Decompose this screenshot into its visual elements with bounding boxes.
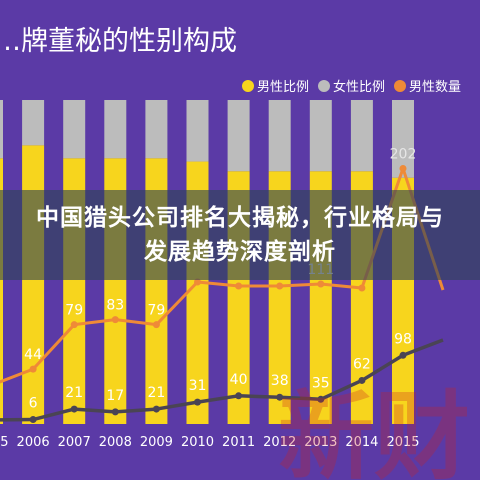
- x-tick-2009: 2009: [140, 435, 173, 450]
- point-dark-2014: [358, 376, 366, 384]
- legend-label-1: 女性比例: [333, 79, 385, 95]
- label-dark-2012: 38: [271, 373, 289, 389]
- x-tick-2007: 2007: [58, 435, 91, 450]
- x-tick-2005: 2005: [0, 435, 9, 450]
- point-dark-2010: [194, 398, 201, 406]
- point-male-count-2008: [111, 316, 119, 324]
- x-axis-tick-labels: 2005 2006 2007 2008 2009 2010 2011 2012 2013 2014…: [0, 435, 420, 450]
- article-title: 中国猎头公司排名大揭秘，行业格局与发展趋势深度剖析: [36, 205, 444, 265]
- bar-female-2015: [392, 100, 414, 178]
- label-dark-2014: 62: [353, 356, 371, 372]
- point-dark-2012: [276, 393, 284, 401]
- label-dark-2015: 98: [394, 331, 412, 347]
- legend-label-2: 男性数量: [409, 80, 461, 95]
- bar-female-2008: [104, 100, 127, 159]
- point-dark-2007: [70, 405, 78, 413]
- x-tick-2008: 2008: [99, 435, 132, 450]
- line-dark-series: [0, 338, 444, 422]
- label-male-count-2008: 83: [106, 298, 124, 314]
- label-dark-2008: 17: [106, 388, 124, 404]
- bar-female-2010: [186, 100, 209, 162]
- legend-marker-2: [394, 80, 406, 92]
- point-male-count-2015: [399, 164, 407, 172]
- bar-female-2005: [0, 100, 3, 159]
- point-dark-2009: [152, 405, 160, 413]
- point-male-count-2009: [152, 321, 160, 329]
- point-dark-2006: [29, 416, 37, 424]
- x-tick-2015: 2015: [386, 435, 419, 450]
- point-male-count-2010: [194, 278, 201, 286]
- point-male-count-2014: [358, 284, 366, 292]
- x-tick-2011: 2011: [222, 435, 255, 450]
- x-tick-2006: 2006: [17, 435, 50, 450]
- point-male-count-2012: [276, 282, 284, 290]
- label-dark-2007: 21: [65, 385, 83, 401]
- point-dark-2015: [399, 351, 407, 359]
- label-dark-2013: 35: [312, 375, 330, 391]
- label-dark-2011: 40: [230, 372, 248, 388]
- article-title-overlay: 中国猎头公司排名大揭秘，行业格局与发展趋势深度剖析: [0, 190, 480, 280]
- label-male-count-2006: 44: [24, 347, 42, 363]
- point-male-count-2011: [235, 282, 243, 290]
- legend-marker-0: [242, 80, 254, 92]
- chart-title: …牌董秘的性别构成: [0, 26, 237, 57]
- bar-female-2006: [22, 100, 45, 146]
- bar-female-2009: [145, 100, 168, 159]
- label-dark-2009: 21: [147, 385, 165, 401]
- x-tick-2013: 2013: [304, 435, 337, 450]
- point-dark-2011: [235, 392, 243, 400]
- point-dark-2008: [111, 408, 119, 416]
- bar-female-2012: [268, 100, 291, 172]
- point-dark-2013: [317, 395, 325, 403]
- label-male-count-2015: 202: [390, 146, 417, 162]
- data-label-layer: 447983791112026211721314038356298: [24, 146, 416, 411]
- point-male-count-2006: [29, 365, 37, 373]
- label-male-count-2007: 79: [65, 303, 83, 319]
- x-tick-2010: 2010: [181, 435, 214, 450]
- legend-marker-1: [318, 80, 330, 92]
- bar-female-2013: [309, 100, 332, 172]
- x-tick-2012: 2012: [263, 435, 296, 450]
- bar-male-2005: [0, 158, 3, 424]
- bar-female-2014: [350, 100, 373, 172]
- label-male-count-2009: 79: [147, 303, 165, 319]
- label-dark-2010: 31: [189, 378, 207, 394]
- legend-label-0: 男性比例: [257, 80, 309, 95]
- point-male-count-2007: [70, 321, 78, 329]
- x-tick-2014: 2014: [345, 435, 378, 450]
- watermark: 新财: [278, 380, 470, 480]
- bar-male-2006: [22, 145, 45, 425]
- bar-female-2007: [63, 100, 86, 159]
- point-male-count-2013: [317, 280, 325, 288]
- bar-female-2011: [227, 100, 250, 172]
- label-dark-2006: 6: [29, 396, 38, 412]
- legend: 男性比例 女性比例 男性数量: [242, 79, 461, 95]
